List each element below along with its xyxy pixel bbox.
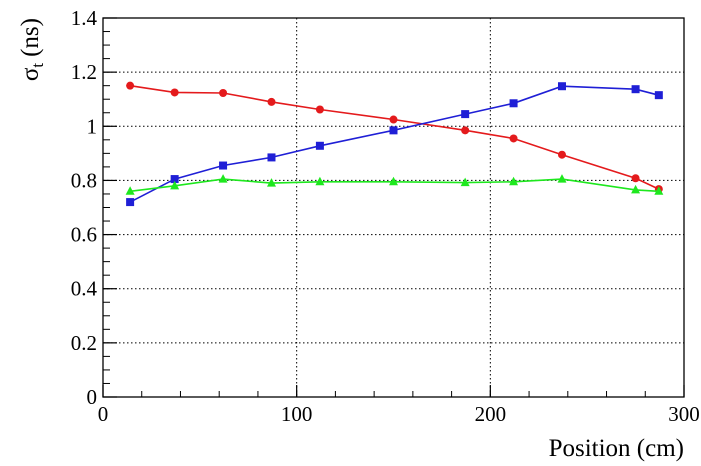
axis-ticks	[102, 17, 685, 398]
x-tick-label: 100	[281, 402, 313, 426]
series-2	[126, 82, 663, 207]
series-1	[126, 81, 663, 194]
data-point	[218, 174, 228, 183]
data-point	[389, 126, 398, 135]
data-point	[557, 150, 566, 159]
x-axis-title: Position (cm)	[549, 435, 684, 462]
data-point	[557, 174, 567, 183]
data-point	[266, 178, 276, 187]
data-point	[654, 91, 663, 100]
y-axis-title: σt (ns)	[17, 18, 47, 81]
data-point	[509, 99, 518, 108]
y-tick-label: 0	[87, 385, 98, 409]
y-tick-label: 0.6	[71, 223, 97, 247]
data-point	[170, 88, 179, 97]
data-point	[267, 153, 276, 162]
y-tick-label: 1.4	[71, 6, 98, 30]
data-point	[126, 81, 135, 90]
y-tick-label: 0.2	[71, 331, 97, 355]
data-point	[509, 176, 519, 186]
data-point	[509, 134, 518, 143]
data-point	[631, 174, 640, 183]
data-point	[315, 141, 324, 150]
series-3	[125, 174, 664, 195]
data-point	[654, 186, 664, 195]
data-point	[267, 97, 276, 106]
data-point	[631, 85, 640, 94]
data-point	[125, 186, 135, 195]
data-point	[460, 177, 470, 187]
x-tick-label: 0	[98, 402, 109, 426]
series-layer	[125, 81, 664, 207]
data-point	[126, 198, 135, 207]
x-tick-label: 300	[668, 402, 700, 426]
y-axis-symbol: σ	[17, 67, 44, 81]
y-tick-label: 1.2	[71, 60, 97, 84]
y-tick-label: 0.8	[71, 168, 97, 192]
data-point	[557, 82, 566, 91]
y-axis-subscript: t	[28, 63, 47, 68]
data-point	[219, 88, 228, 97]
data-point	[315, 176, 325, 186]
data-point	[461, 126, 470, 135]
y-tick-label: 0.4	[71, 277, 98, 301]
y-tick-label: 1	[87, 114, 98, 138]
data-point	[315, 105, 324, 114]
data-point	[461, 110, 470, 119]
data-point	[389, 115, 398, 124]
x-tick-label: 200	[475, 402, 507, 426]
data-point	[170, 175, 179, 184]
data-point	[389, 176, 398, 186]
tick-labels: 0 100 200 300 0 0.2 0.4 0.6 0.8 1 1.2 1.4	[71, 6, 700, 426]
data-point	[219, 161, 228, 170]
y-axis-unit: (ns)	[17, 18, 44, 57]
data-point	[631, 184, 641, 194]
data-point	[170, 180, 180, 190]
grid-lines	[103, 18, 684, 397]
